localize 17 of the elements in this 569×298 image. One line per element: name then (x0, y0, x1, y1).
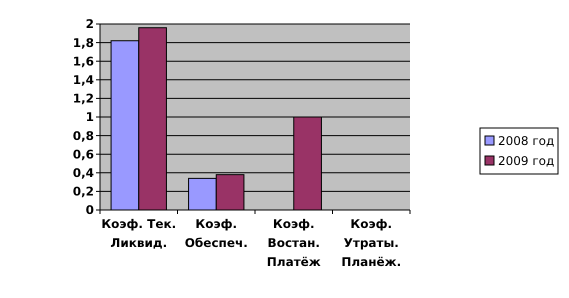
legend-label: 2008 год (498, 134, 554, 148)
y-tick-label: 0,6 (72, 147, 94, 162)
y-tick-label: 1,8 (72, 36, 94, 50)
x-tick-label: Коэф. Тек. Ликвид. (101, 217, 176, 250)
x-tick-label: Коэф. Утраты. Планёж. (341, 217, 402, 269)
y-tick-label: 1,4 (72, 73, 94, 87)
legend-label: 2009 год (498, 154, 554, 168)
y-tick-label: 1,6 (72, 54, 94, 68)
y-tick-label: 1 (86, 110, 94, 124)
y-tick-label: 0,8 (72, 128, 94, 143)
y-tick-label: 0 (86, 203, 94, 218)
y-tick-label: 0,4 (72, 166, 94, 180)
y-tick-label: 1,2 (72, 92, 94, 106)
y-tick-label: 2 (86, 17, 94, 32)
x-tick-label: Коэф. Востан. Платёж (266, 217, 321, 269)
y-tick-label: 0,2 (72, 184, 94, 199)
x-tick-label: Коэф. Обеспеч. (184, 217, 248, 250)
